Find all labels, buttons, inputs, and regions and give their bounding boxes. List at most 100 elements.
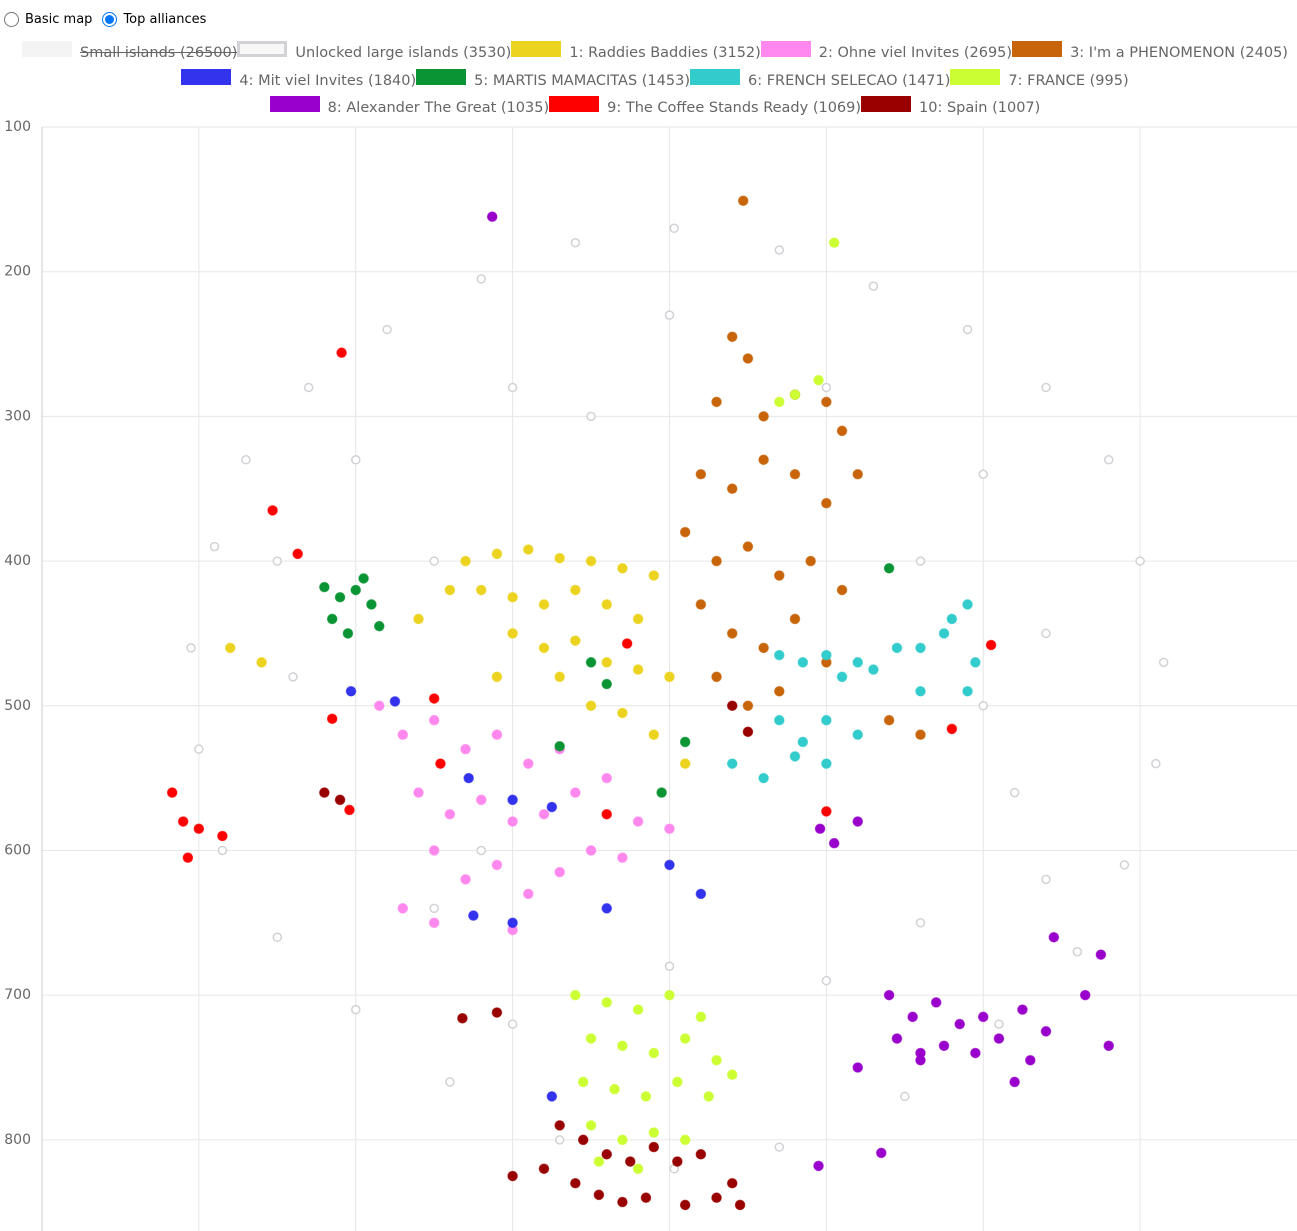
legend-label: 6: FRENCH SELECAO (1471) <box>747 72 951 89</box>
island-point <box>821 806 832 817</box>
island-point <box>303 382 314 393</box>
island-point <box>593 1156 605 1167</box>
legend-item[interactable]: 3: I'm a PHENOMENON (2405) <box>1012 41 1288 61</box>
island-point <box>774 685 785 697</box>
island-point <box>350 584 362 596</box>
legend-item[interactable]: 6: FRENCH SELECAO (1471) <box>689 68 951 89</box>
island-point <box>726 1177 738 1189</box>
legend-item[interactable]: 7: FRANCE (995) <box>950 68 1129 89</box>
legend-swatch <box>950 68 1001 85</box>
island-point <box>1095 949 1107 960</box>
y-tick-label: 700 <box>4 987 31 1003</box>
island-point <box>978 469 988 480</box>
island-point <box>476 274 486 284</box>
legend-label: Unlocked large islands (3530) <box>295 45 512 61</box>
island-point <box>475 584 487 596</box>
island-point <box>1135 556 1145 566</box>
island-point <box>460 874 471 885</box>
legend-label: 7: FRANCE (995) <box>1008 72 1129 89</box>
island-point <box>891 642 903 654</box>
island-point <box>435 758 446 769</box>
island-point <box>985 639 997 651</box>
island-point <box>915 642 926 654</box>
mode-option[interactable]: Basic map <box>4 12 92 27</box>
island-point <box>1151 758 1161 769</box>
island-point <box>593 1189 605 1201</box>
island-point <box>428 693 440 704</box>
island-point <box>813 1160 824 1172</box>
island-point <box>930 997 942 1008</box>
island-point <box>507 382 518 393</box>
island-point <box>789 389 801 400</box>
island-point <box>585 555 597 567</box>
island-point <box>632 1004 644 1015</box>
island-point <box>883 989 895 1001</box>
island-point <box>491 729 503 741</box>
island-point <box>1009 1076 1020 1088</box>
island-point <box>491 671 503 683</box>
island-point <box>624 1156 636 1167</box>
island-point <box>737 195 749 207</box>
island-point <box>538 599 550 610</box>
island-point <box>797 736 809 748</box>
island-point <box>695 599 707 610</box>
island-point <box>507 1170 518 1182</box>
island-point <box>334 591 346 603</box>
island-point <box>1104 455 1114 465</box>
island-point <box>726 331 738 343</box>
legend-item[interactable]: Unlocked large islands (3530) <box>237 41 512 61</box>
mode-radio[interactable] <box>4 12 19 27</box>
island-point <box>601 657 613 668</box>
legend-swatch <box>269 96 320 112</box>
legend-item[interactable]: 2: Ohne viel Invites (2695) <box>760 41 1012 61</box>
legend: Small islands (26500) Unlocked large isla… <box>20 40 1290 123</box>
island-point <box>640 1091 652 1102</box>
island-point <box>507 794 518 806</box>
island-point <box>1017 1004 1028 1015</box>
island-point <box>491 548 503 560</box>
island-point <box>774 649 785 661</box>
island-point <box>413 613 424 625</box>
island-point <box>915 556 926 566</box>
legend-item[interactable]: 1: Raddies Baddies (3152) <box>511 41 761 61</box>
island-point <box>585 700 597 712</box>
legend-swatch <box>689 68 740 85</box>
island-point <box>577 1076 589 1088</box>
island-point <box>900 1091 910 1102</box>
island-point <box>507 1019 518 1029</box>
island-point <box>601 903 613 914</box>
island-point <box>828 237 840 249</box>
legend-item[interactable]: 8: Alexander The Great (1035) <box>269 96 549 116</box>
legend-item[interactable]: 4: Mit viel Invites (1840) <box>181 68 416 89</box>
mode-radio[interactable] <box>102 12 118 27</box>
island-point <box>468 910 479 921</box>
legend-item[interactable]: 5: MARTIS MAMACITAS (1453) <box>416 68 690 89</box>
legend-item[interactable]: 10: Spain (1007) <box>861 96 1040 116</box>
island-point <box>617 707 628 719</box>
island-point <box>1009 787 1020 798</box>
island-point <box>664 859 675 871</box>
island-point <box>1040 1026 1052 1037</box>
island-point <box>664 671 675 683</box>
island-point <box>166 787 178 798</box>
island-point <box>507 591 518 603</box>
y-tick-label: 200 <box>4 264 31 280</box>
island-point <box>852 729 864 741</box>
legend-swatch <box>511 41 562 57</box>
legend-swatch <box>181 68 232 85</box>
island-point <box>444 584 456 596</box>
island-point <box>726 758 738 769</box>
island-point <box>546 1091 558 1102</box>
legend-label: 3: I'm a PHENOMENON (2405) <box>1070 45 1288 61</box>
island-point <box>758 772 769 784</box>
island-point <box>711 671 722 683</box>
mode-option[interactable]: Top alliances <box>102 12 206 27</box>
island-point <box>389 696 401 707</box>
island-point <box>695 1011 707 1023</box>
island-point <box>648 1047 660 1059</box>
island-point <box>585 1033 597 1044</box>
island-point <box>554 1120 565 1131</box>
island-point <box>632 664 644 675</box>
legend-item[interactable]: Small islands (26500) <box>22 41 237 61</box>
legend-item[interactable]: 9: The Coffee Stands Ready (1069) <box>549 96 861 116</box>
